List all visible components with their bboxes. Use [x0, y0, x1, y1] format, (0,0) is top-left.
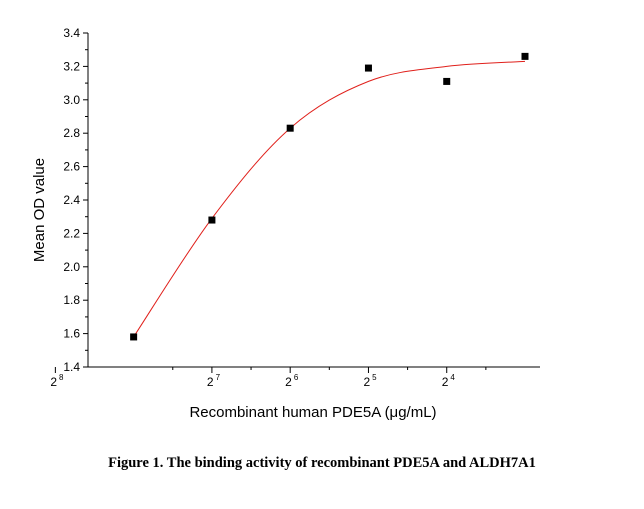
- y-tick-label: 2.4: [63, 193, 80, 207]
- y-tick-label: 1.6: [63, 327, 80, 341]
- y-tick-label: 2.6: [63, 160, 80, 174]
- y-tick-label: 2.2: [63, 226, 80, 240]
- data-point: [443, 77, 451, 85]
- figure-caption: Figure 1. The binding activity of recomb…: [108, 455, 536, 471]
- y-tick-label: 3.0: [63, 93, 80, 107]
- fit-curve: [133, 60, 526, 338]
- y-tick-label: 3.2: [63, 59, 80, 73]
- data-point: [286, 124, 294, 132]
- y-tick-label: 2.0: [63, 260, 80, 274]
- y-ticks: 1.4 1.6 1.8 2.0 2.2 2.4 2.6 2.8 3.0 3.2 3.4: [63, 26, 88, 374]
- y-tick-label: 1.4: [63, 360, 80, 374]
- y-tick-label: 2.8: [63, 126, 80, 140]
- x-axis-title: Recombinant human PDE5A (μg/mL): [189, 404, 436, 421]
- data-points: [130, 52, 529, 341]
- data-point: [364, 64, 372, 72]
- data-point: [521, 52, 529, 60]
- data-point: [208, 216, 216, 224]
- y-axis-title: Mean OD value: [31, 158, 48, 262]
- data-point: [130, 333, 138, 341]
- y-tick-label: 3.4: [63, 26, 80, 40]
- y-tick-label: 1.8: [63, 293, 80, 307]
